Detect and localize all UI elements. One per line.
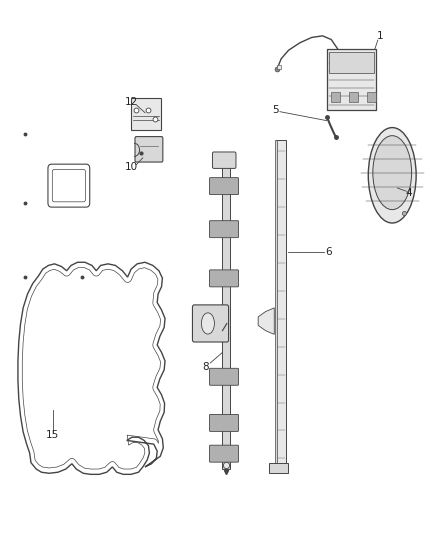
- FancyBboxPatch shape: [209, 270, 239, 287]
- FancyBboxPatch shape: [209, 368, 239, 385]
- Polygon shape: [258, 308, 274, 334]
- Bar: [276, 140, 286, 469]
- Bar: [223, 161, 230, 469]
- Bar: [268, 463, 288, 473]
- Text: 8: 8: [203, 362, 209, 372]
- Bar: [275, 140, 277, 469]
- FancyBboxPatch shape: [327, 49, 376, 110]
- FancyBboxPatch shape: [192, 305, 229, 342]
- FancyBboxPatch shape: [135, 136, 163, 162]
- Text: 15: 15: [46, 430, 60, 440]
- Ellipse shape: [373, 136, 412, 209]
- Ellipse shape: [201, 313, 215, 334]
- FancyBboxPatch shape: [131, 98, 161, 130]
- Text: 6: 6: [325, 247, 332, 257]
- Bar: [349, 92, 358, 102]
- Text: 12: 12: [124, 97, 138, 107]
- Text: 10: 10: [124, 162, 138, 172]
- Bar: [331, 92, 340, 102]
- FancyBboxPatch shape: [209, 221, 239, 238]
- FancyBboxPatch shape: [209, 445, 239, 462]
- FancyBboxPatch shape: [209, 415, 239, 431]
- FancyBboxPatch shape: [209, 177, 239, 195]
- Ellipse shape: [368, 127, 416, 223]
- Text: 1: 1: [377, 31, 383, 42]
- Text: 4: 4: [405, 188, 412, 198]
- Bar: [367, 92, 376, 102]
- Text: 5: 5: [272, 104, 279, 115]
- FancyBboxPatch shape: [212, 152, 236, 168]
- Bar: [329, 52, 374, 74]
